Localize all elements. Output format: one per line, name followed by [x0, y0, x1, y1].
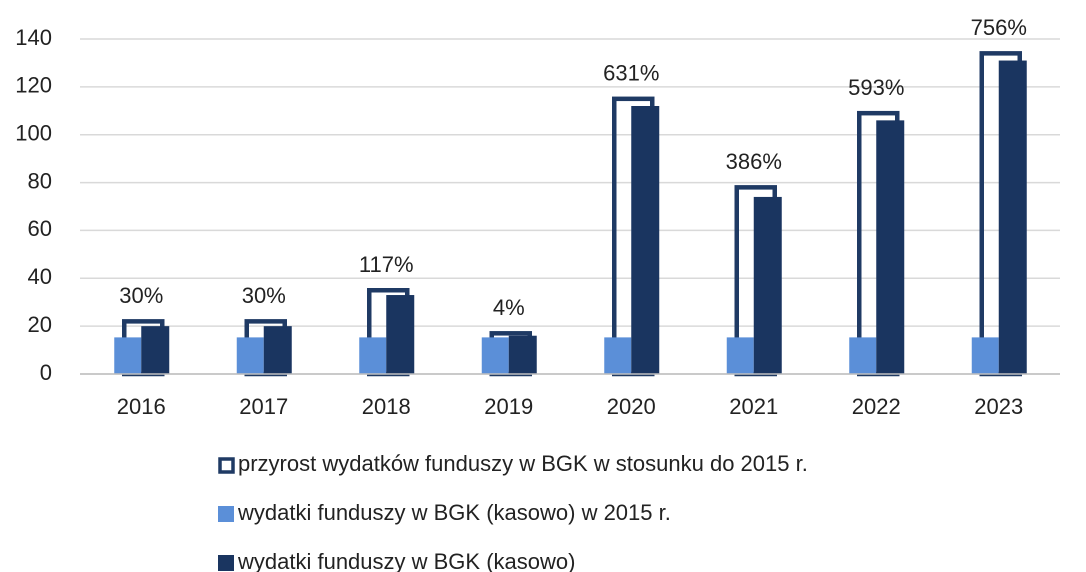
growth-label: 631%	[603, 61, 659, 86]
y-tick-label: 60	[28, 216, 52, 241]
legend-marker	[218, 555, 234, 571]
y-tick-label: 40	[28, 264, 52, 289]
x-tick-label: 2018	[362, 394, 411, 419]
legend-label: wydatki funduszy w BGK (kasowo)	[237, 549, 575, 572]
y-tick-label: 80	[28, 168, 52, 193]
y-tick-label: 100	[15, 121, 52, 146]
bar	[236, 337, 264, 374]
growth-label: 756%	[971, 15, 1027, 40]
bar	[359, 337, 387, 374]
bar	[726, 337, 754, 374]
growth-label: 386%	[726, 149, 782, 174]
legend-label: przyrost wydatków funduszy w BGK w stosu…	[238, 451, 808, 476]
bar	[753, 196, 782, 374]
bar	[263, 326, 292, 374]
x-tick-label: 2017	[239, 394, 288, 419]
bar	[508, 335, 537, 374]
x-tick-label: 2019	[484, 394, 533, 419]
bar	[481, 337, 509, 374]
growth-label: 117%	[359, 252, 414, 277]
bar	[114, 337, 142, 374]
legend-label: wydatki funduszy w BGK (kasowo) w 2015 r…	[237, 500, 671, 525]
bar	[849, 337, 877, 374]
legend-marker	[218, 457, 235, 474]
legend-marker	[218, 506, 234, 522]
x-tick-label: 2020	[607, 394, 656, 419]
y-tick-label: 140	[15, 25, 52, 50]
y-tick-label: 0	[40, 360, 52, 385]
bar	[998, 60, 1027, 375]
x-tick-label: 2023	[974, 394, 1023, 419]
x-tick-label: 2016	[117, 394, 166, 419]
bar	[604, 337, 632, 374]
x-tick-label: 2022	[852, 394, 901, 419]
growth-label: 593%	[848, 75, 904, 100]
growth-label: 4%	[493, 295, 525, 320]
growth-label: 30%	[242, 283, 286, 308]
growth-label: 30%	[119, 283, 163, 308]
bar	[386, 295, 415, 374]
y-tick-label: 120	[15, 73, 52, 98]
bar	[971, 337, 999, 374]
x-tick-label: 2021	[729, 394, 778, 419]
bar	[631, 106, 660, 374]
bar	[141, 326, 170, 374]
bar	[876, 120, 905, 374]
y-tick-label: 20	[28, 312, 52, 337]
